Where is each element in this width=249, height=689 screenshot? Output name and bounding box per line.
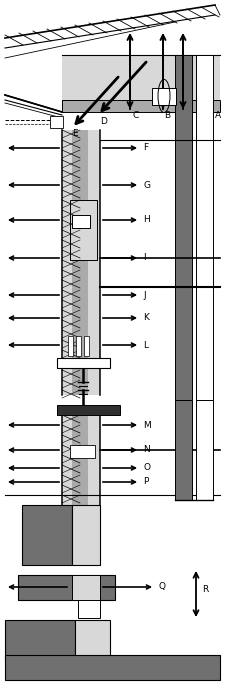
- Bar: [72, 215, 90, 228]
- Text: L: L: [143, 340, 148, 349]
- Bar: [72, 130, 88, 395]
- Text: M: M: [143, 420, 151, 429]
- Bar: [70, 445, 95, 458]
- Bar: [70, 200, 97, 260]
- Bar: [68, 336, 73, 356]
- Bar: [62, 415, 100, 505]
- Bar: [175, 55, 192, 400]
- Text: G: G: [143, 181, 150, 189]
- Text: H: H: [143, 216, 150, 225]
- Bar: [152, 88, 176, 105]
- Bar: [62, 130, 100, 395]
- Text: C: C: [132, 110, 138, 119]
- Bar: [57, 405, 120, 415]
- Text: P: P: [143, 477, 148, 486]
- Bar: [72, 575, 100, 600]
- Bar: [196, 400, 213, 500]
- Bar: [78, 600, 100, 618]
- Bar: [18, 575, 115, 600]
- Text: R: R: [202, 586, 208, 595]
- Text: F: F: [143, 143, 148, 152]
- Text: Q: Q: [158, 582, 165, 591]
- Text: J: J: [143, 291, 146, 300]
- Bar: [196, 55, 213, 400]
- Text: D: D: [100, 118, 107, 127]
- Text: O: O: [143, 464, 150, 473]
- Text: K: K: [143, 313, 149, 322]
- Bar: [22, 505, 72, 565]
- Bar: [70, 200, 97, 260]
- Bar: [72, 415, 88, 505]
- Bar: [5, 620, 75, 660]
- Bar: [62, 55, 220, 105]
- Bar: [72, 505, 100, 565]
- Text: E: E: [72, 129, 78, 138]
- Bar: [75, 620, 110, 660]
- Bar: [62, 100, 220, 112]
- Text: B: B: [164, 110, 170, 119]
- Bar: [5, 655, 220, 680]
- Bar: [57, 358, 110, 368]
- Bar: [76, 336, 81, 356]
- Bar: [50, 116, 63, 128]
- Text: I: I: [143, 254, 146, 263]
- Text: A: A: [215, 110, 221, 119]
- Bar: [84, 336, 89, 356]
- Text: N: N: [143, 446, 150, 455]
- Bar: [175, 400, 192, 500]
